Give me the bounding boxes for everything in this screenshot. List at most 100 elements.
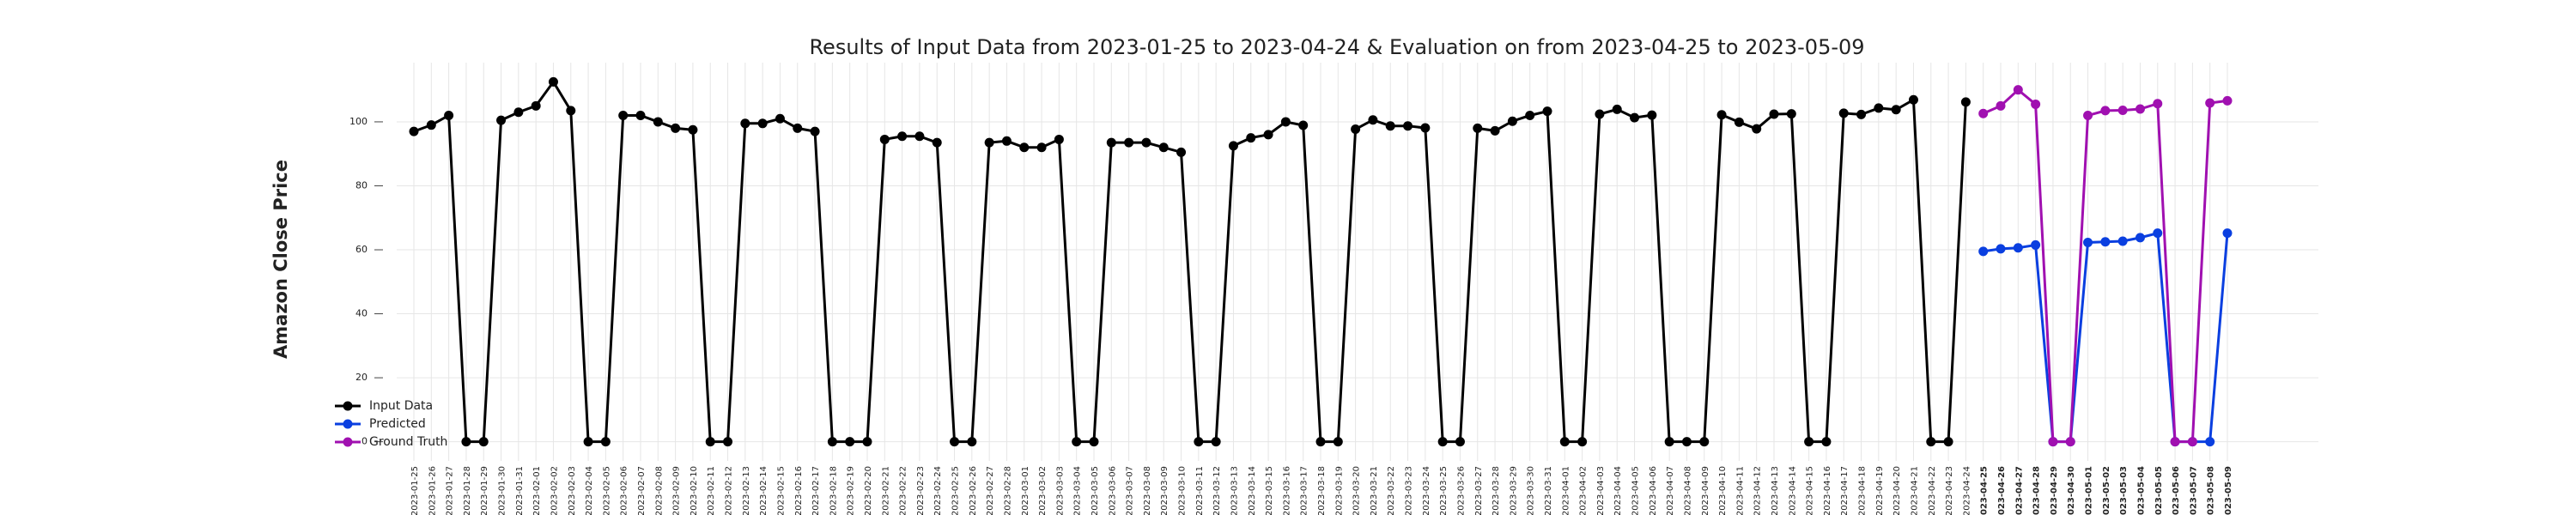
data-point: [1699, 437, 1710, 447]
y-tick-label: 40: [355, 308, 368, 319]
x-tick-label: 2023-04-18: [1858, 466, 1868, 515]
x-tick-label: 2023-03-26: [1456, 466, 1466, 515]
x-tick-label: 2023-03-02: [1038, 466, 1048, 515]
data-point: [1891, 105, 1901, 115]
data-point: [1838, 108, 1849, 118]
data-point: [967, 437, 977, 447]
data-point: [1263, 130, 1273, 140]
y-tick-label: 100: [349, 116, 368, 127]
data-point: [1681, 437, 1692, 447]
x-tick-label: 2023-04-16: [1823, 466, 1832, 515]
x-tick-label: 2023-04-02: [1579, 466, 1589, 515]
data-point: [1542, 106, 1552, 117]
x-tick-label: 2023-03-21: [1370, 466, 1379, 515]
x-tick-label: 2023-03-23: [1405, 466, 1414, 515]
data-point: [2048, 437, 2058, 447]
x-tick-label: 2023-03-05: [1091, 466, 1100, 515]
x-tick-label: 2023-05-05: [2154, 466, 2164, 515]
data-point: [1368, 115, 1378, 125]
x-tick-label: 2023-04-26: [1997, 466, 2007, 515]
x-tick-label: 2023-03-16: [1282, 466, 1291, 515]
x-tick-label: 2023-03-14: [1248, 466, 1257, 515]
x-tick-label: 2023-02-22: [899, 466, 908, 515]
y-tick-label: 80: [355, 179, 368, 191]
x-tick-label: 2023-03-28: [1492, 466, 1501, 515]
data-point: [1298, 120, 1309, 130]
x-tick-label: 2023-03-07: [1126, 466, 1135, 515]
data-point: [827, 437, 837, 447]
data-point: [723, 437, 733, 447]
data-point: [1821, 437, 1832, 447]
y-tick-label: 60: [355, 244, 368, 255]
legend-label: Ground Truth: [369, 435, 447, 449]
x-tick-label: 2023-02-08: [654, 466, 664, 515]
data-point: [1385, 121, 1395, 131]
x-tick-label: 2023-03-03: [1055, 466, 1065, 515]
x-tick-label: 2023-04-25: [1980, 466, 1990, 515]
x-tick-label: 2023-02-09: [672, 466, 682, 515]
x-tick-label: 2023-03-25: [1439, 466, 1449, 515]
x-tick-label: 2023-05-08: [2207, 466, 2216, 515]
data-point: [1280, 117, 1291, 127]
x-tick-label: 2023-05-04: [2136, 466, 2146, 515]
x-tick-label: 2023-02-25: [951, 466, 961, 515]
data-point: [2117, 106, 2128, 116]
data-point: [2083, 237, 2093, 247]
y-tick-label: 0: [361, 436, 368, 447]
data-point: [1647, 110, 1657, 120]
data-point: [1089, 437, 1099, 447]
x-tick-label: 2023-03-06: [1108, 466, 1117, 515]
y-axis-label: Amazon Close Price: [270, 160, 291, 359]
data-point: [2153, 99, 2163, 109]
data-point: [1664, 437, 1674, 447]
data-point: [793, 123, 803, 133]
data-point: [583, 437, 593, 447]
data-point: [1960, 97, 1971, 107]
x-tick-label: 2023-04-20: [1893, 466, 1902, 515]
x-tick-label: 2023-04-14: [1788, 466, 1797, 515]
data-point: [897, 131, 908, 142]
x-tick-label: 2023-05-09: [2224, 466, 2233, 515]
data-point: [2205, 437, 2215, 447]
data-point: [2170, 437, 2180, 447]
x-tick-label: 2023-04-23: [1945, 466, 1954, 515]
x-tick-label: 2023-04-05: [1631, 466, 1641, 515]
x-tick-label: 2023-04-28: [2032, 466, 2042, 515]
x-tick-label: 2023-03-09: [1160, 466, 1170, 515]
data-point: [1856, 109, 1867, 119]
data-point: [1124, 137, 1134, 148]
data-point: [1036, 142, 1047, 153]
x-tick-label: 2023-03-04: [1073, 466, 1083, 515]
x-tick-label: 2023-02-05: [602, 466, 611, 515]
data-point: [1978, 108, 1989, 118]
data-point: [984, 137, 994, 148]
data-point: [548, 76, 558, 87]
x-tick-label: 2023-03-20: [1352, 466, 1362, 515]
data-point: [705, 437, 715, 447]
data-point: [1420, 123, 1431, 133]
data-point: [775, 113, 785, 124]
data-point: [1351, 124, 1361, 135]
data-point: [2117, 236, 2128, 246]
x-tick-label: 2023-04-10: [1718, 466, 1728, 515]
data-point: [1158, 142, 1169, 153]
x-tick-label: 2023-01-29: [480, 466, 489, 515]
data-point: [409, 126, 419, 136]
x-tick-label: 2023-04-03: [1596, 466, 1606, 515]
data-point: [1978, 246, 1989, 257]
x-tick-label: 2023-04-06: [1649, 466, 1658, 515]
x-tick-label: 2023-02-17: [811, 466, 821, 515]
data-point: [1106, 137, 1116, 148]
data-point: [2222, 95, 2233, 106]
data-point: [1473, 123, 1483, 133]
x-tick-label: 2023-05-01: [2085, 466, 2094, 515]
x-tick-label: 2023-04-08: [1683, 466, 1692, 515]
x-tick-label: 2023-04-04: [1613, 466, 1623, 515]
x-tick-label: 2023-02-14: [759, 466, 769, 515]
data-point: [1525, 110, 1535, 120]
x-tick-label: 2023-04-19: [1875, 466, 1885, 515]
x-tick-label: 2023-03-15: [1265, 466, 1274, 515]
x-tick-label: 2023-05-07: [2189, 466, 2198, 515]
x-tick-label: 2023-02-06: [620, 466, 629, 515]
